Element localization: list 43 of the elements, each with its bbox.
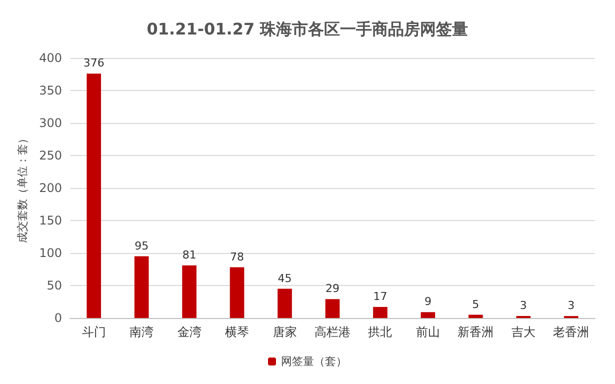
legend-label: 网签量（套）	[281, 355, 347, 368]
y-axis-title: 成交套数（单位：套）	[16, 133, 30, 243]
y-tick-label: 400	[39, 51, 62, 65]
data-label: 78	[230, 250, 244, 264]
data-label: 81	[182, 248, 196, 262]
y-tick-label: 150	[39, 214, 62, 228]
x-tick-label: 南湾	[130, 325, 154, 339]
data-label: 17	[373, 290, 388, 303]
bar	[278, 288, 292, 318]
bar	[230, 267, 244, 318]
y-tick-label: 50	[46, 278, 62, 292]
x-tick-label: 高栏港	[314, 325, 350, 339]
x-tick-label: 唐家	[272, 325, 297, 339]
data-label: 45	[278, 272, 292, 285]
x-tick-label: 前山	[416, 325, 440, 339]
y-tick-label: 350	[39, 84, 62, 98]
bar	[373, 306, 388, 318]
bar	[420, 312, 436, 318]
y-tick-label: 250	[39, 148, 62, 162]
bar	[182, 265, 196, 318]
data-label: 29	[326, 282, 340, 296]
y-tick-label: 200	[39, 181, 62, 195]
data-label: 5	[472, 298, 480, 311]
x-tick-label: 横琴	[225, 325, 250, 339]
x-tick-label: 新香洲	[458, 325, 494, 339]
x-tick-label: 拱北	[368, 325, 392, 339]
x-tick-label: 吉大	[511, 325, 536, 339]
data-label: 3	[520, 299, 527, 312]
bar	[86, 74, 102, 318]
y-tick-label: 100	[39, 246, 62, 260]
data-label: 376	[83, 56, 104, 70]
data-label: 3	[568, 299, 575, 312]
x-tick-label: 老香洲	[553, 325, 590, 339]
bar	[134, 256, 149, 318]
x-tick-label: 斗门	[82, 325, 106, 339]
y-tick-label: 0	[54, 311, 62, 325]
data-label: 95	[134, 239, 149, 252]
x-tick-label: 金湾	[177, 325, 202, 339]
bar	[468, 314, 483, 318]
data-label: 9	[424, 295, 432, 308]
chart-title: 01.21-01.27 珠海市各区一手商品房网签量	[146, 20, 468, 38]
y-tick-label: 300	[39, 116, 62, 130]
bar	[325, 299, 340, 318]
